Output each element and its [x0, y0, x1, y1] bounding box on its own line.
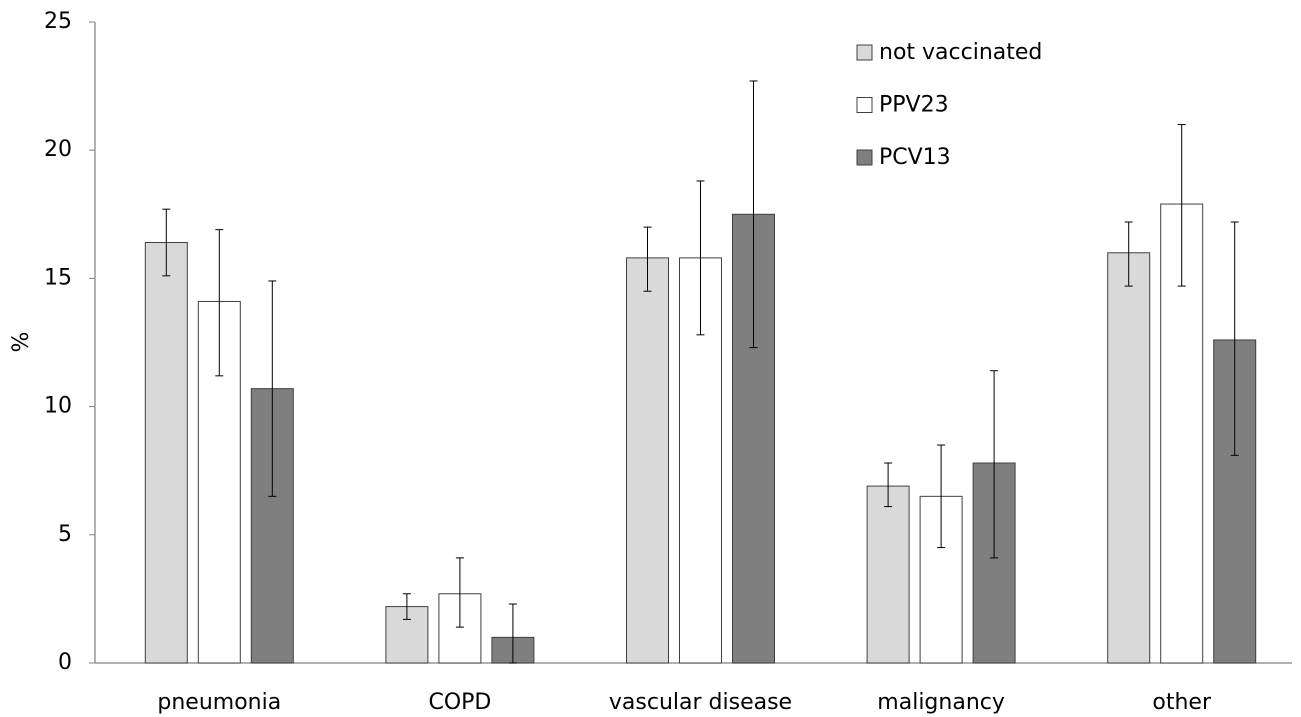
error-bar — [1177, 124, 1186, 287]
legend-label: not vaccinated — [879, 40, 1042, 65]
y-tick-label: 15 — [44, 265, 72, 290]
error-bar — [937, 444, 946, 549]
legend-label: PPV23 — [879, 93, 949, 118]
error-bar — [749, 80, 758, 349]
bar — [438, 593, 482, 664]
bar — [626, 257, 669, 664]
error-bar — [884, 462, 893, 508]
error-bar — [455, 557, 464, 628]
error-bar — [162, 208, 171, 277]
bar — [866, 485, 910, 664]
error-bar — [1124, 221, 1133, 287]
y-tick-label: 0 — [58, 650, 72, 675]
error-bar — [643, 226, 652, 292]
y-tick-label: 25 — [44, 9, 72, 34]
x-tick-label: COPD — [428, 690, 491, 715]
x-tick-label: pneumonia — [157, 690, 281, 715]
error-bar — [215, 229, 224, 377]
bar — [1107, 252, 1151, 664]
legend-swatch — [856, 97, 873, 113]
x-tick-label: other — [1152, 690, 1212, 715]
error-bar — [402, 593, 411, 620]
bar — [144, 242, 188, 664]
error-bar — [268, 280, 277, 497]
y-axis-label: % — [9, 332, 34, 353]
error-bar — [1230, 221, 1239, 456]
error-bar — [508, 603, 517, 664]
x-tick-label: malignancy — [877, 690, 1005, 715]
y-tick-label: 10 — [44, 394, 72, 419]
y-tick-label: 20 — [44, 137, 72, 162]
error-bar — [696, 180, 705, 336]
x-tick-label: vascular disease — [609, 690, 792, 715]
legend-swatch — [856, 149, 873, 166]
y-tick-label: 5 — [58, 522, 72, 547]
legend-label: PCV13 — [879, 145, 951, 170]
legend-swatch — [856, 44, 873, 61]
error-bar — [990, 370, 999, 559]
